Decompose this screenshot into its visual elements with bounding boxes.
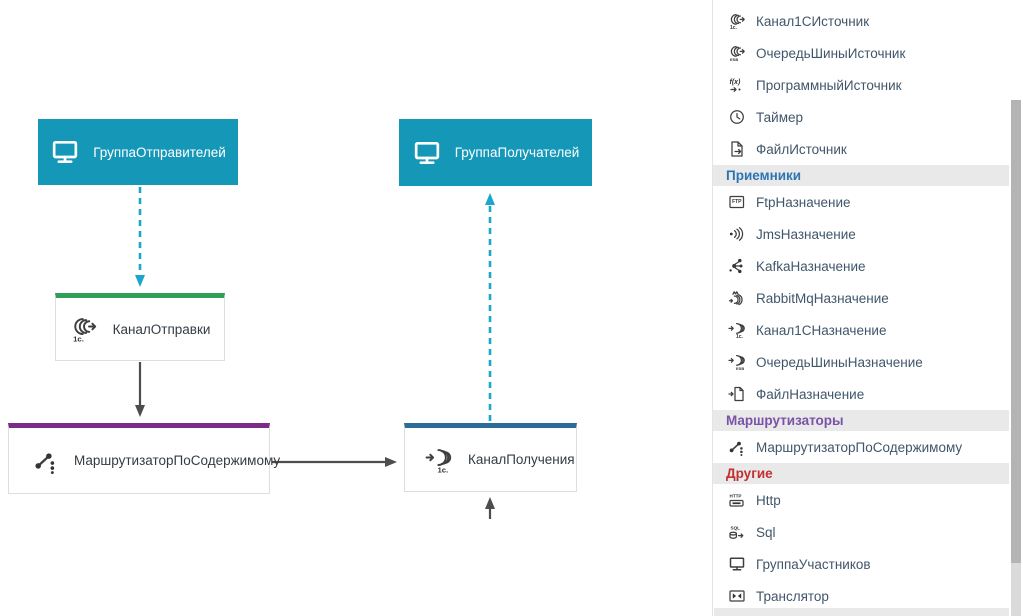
program-source-icon: f(x) — [727, 76, 747, 94]
component-palette: 1c. Канал1СИсточник ESB ОчередьШиныИсточник… — [712, 0, 1023, 616]
section-header: Приемники — [713, 165, 1009, 186]
channel-1c-source-icon: 1c. — [727, 12, 747, 30]
palette-item-label: ОчередьШиныНазначение — [756, 354, 923, 370]
jms-destination-icon — [727, 225, 747, 243]
palette-item-label: ПрограммныйИсточник — [756, 77, 902, 93]
palette-item[interactable]: JmsНазначение — [713, 218, 1009, 250]
ftp-destination-icon: FTP — [727, 193, 747, 211]
channel-1c-source-icon: 1c. — [70, 315, 98, 343]
palette-item-label: Таймер — [756, 109, 803, 125]
node-label: КаналОтправки — [112, 321, 211, 337]
palette-item[interactable]: ГруппаУчастников — [713, 548, 1009, 580]
section-header: Маршрутизаторы — [713, 410, 1009, 431]
bus-queue-source-icon: ESB — [727, 44, 747, 62]
palette-item[interactable]: FTP FtpНазначение — [713, 186, 1009, 218]
channel-1c-destination-icon: 1c. — [425, 446, 453, 474]
node-label: МаршрутизаторПоСодержимому — [74, 453, 281, 468]
section-header: Другие — [713, 463, 1009, 484]
content-router-icon — [727, 438, 747, 456]
palette-item-label: ГруппаУчастников — [756, 556, 871, 572]
svg-text:f(x): f(x) — [730, 79, 742, 86]
diagram-canvas[interactable]: ГруппаОтправителей ГруппаПолучателей 1c.… — [0, 0, 712, 616]
palette-item[interactable]: МаршрутизаторПоСодержимому — [713, 431, 1009, 463]
palette-item-label: FtpНазначение — [756, 194, 851, 210]
palette-item[interactable]: f(x) ПрограммныйИсточник — [713, 69, 1009, 101]
translator-icon — [727, 587, 747, 605]
bus-queue-destination-icon: ESB — [727, 353, 747, 371]
http-icon: HTTP — [727, 491, 747, 509]
palette-item-label: ФайлНазначение — [756, 386, 865, 402]
palette-item-label: RabbitMqНазначение — [756, 290, 889, 306]
palette-item[interactable]: 1c. Канал1СИсточник — [713, 5, 1009, 37]
svg-text:1c.: 1c. — [437, 465, 448, 474]
kafka-destination-icon — [727, 257, 747, 275]
palette-item-label: ОчередьШиныИсточник — [756, 45, 906, 61]
file-source-icon — [727, 140, 747, 158]
timer-icon — [727, 108, 747, 126]
channel-1c-destination-icon: 1c. — [727, 321, 747, 339]
content-router-icon — [33, 448, 59, 474]
section-header-partial — [714, 608, 1009, 616]
palette-item[interactable]: ESB ОчередьШиныНазначение — [713, 346, 1009, 378]
node-content-router[interactable]: МаршрутизаторПоСодержимому — [8, 423, 280, 494]
svg-text:FTP: FTP — [732, 199, 742, 205]
palette-item[interactable]: ФайлНазначение — [713, 378, 1009, 410]
palette-item-label: Http — [756, 492, 781, 508]
palette-item-label: Sql — [756, 524, 776, 540]
scrollbar-track[interactable] — [1011, 563, 1021, 616]
palette-item-label: Транслятор — [756, 588, 829, 604]
palette-item[interactable]: ФайлИсточник — [713, 133, 1009, 165]
node-send-channel[interactable]: 1c. КаналОтправки — [55, 293, 225, 361]
scrollbar-thumb[interactable] — [1011, 100, 1021, 563]
palette-item[interactable]: 1c. Канал1СНазначение — [713, 314, 1009, 346]
file-destination-icon — [727, 385, 747, 403]
connectors-layer — [135, 187, 495, 519]
palette-item-label: KafkaНазначение — [756, 258, 866, 274]
palette-item-label: Канал1СНазначение — [756, 322, 887, 338]
palette-item[interactable]: Транслятор — [713, 580, 1009, 612]
monitor-icon — [412, 138, 442, 168]
node-receive-channel[interactable]: 1c. КаналПолучения — [404, 423, 577, 492]
node-senders-group[interactable]: ГруппаОтправителей — [38, 119, 238, 185]
palette-item[interactable]: RabbitMqНазначение — [713, 282, 1009, 314]
node-label: ГруппаПолучателей — [454, 145, 580, 160]
sql-icon: SQL — [727, 523, 747, 541]
svg-text:1c.: 1c. — [73, 334, 84, 343]
svg-text:ESB: ESB — [736, 366, 744, 371]
monitor-icon — [50, 137, 80, 167]
palette-scrollbar[interactable] — [1011, 0, 1021, 616]
svg-text:ESB: ESB — [730, 57, 738, 62]
palette-item-label: JmsНазначение — [756, 226, 856, 242]
palette-item-label: Канал1СИсточник — [756, 13, 870, 29]
palette-item[interactable]: ESB ОчередьШиныИсточник — [713, 37, 1009, 69]
rabbitmq-destination-icon — [727, 289, 747, 307]
palette-item-label: МаршрутизаторПоСодержимому — [756, 439, 963, 455]
palette-item-label: ФайлИсточник — [756, 141, 847, 157]
svg-text:HTTP: HTTP — [730, 494, 742, 499]
svg-text:1c.: 1c. — [730, 25, 738, 30]
palette-item[interactable]: SQL Sql — [713, 516, 1009, 548]
palette-item[interactable]: KafkaНазначение — [713, 250, 1009, 282]
node-label: ГруппаОтправителей — [93, 144, 226, 160]
svg-text:SQL: SQL — [731, 526, 741, 531]
node-label: КаналПолучения — [468, 452, 575, 467]
participants-group-icon — [727, 555, 747, 573]
node-receivers-group[interactable]: ГруппаПолучателей — [399, 119, 592, 186]
palette-item[interactable]: Таймер — [713, 101, 1009, 133]
palette-item[interactable]: HTTP Http — [713, 484, 1009, 516]
palette-list: 1c. Канал1СИсточник ESB ОчередьШиныИсточник… — [713, 0, 1009, 612]
svg-text:1c.: 1c. — [736, 334, 744, 339]
